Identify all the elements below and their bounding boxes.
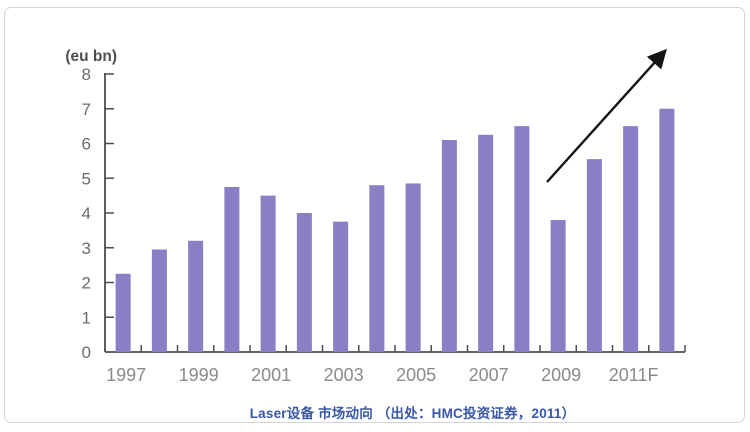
bar-2010 xyxy=(586,159,602,352)
x-axis-label-1997: 1997 xyxy=(106,365,146,385)
bar-2000 xyxy=(224,186,240,352)
x-axis-label-2001: 2001 xyxy=(251,365,291,385)
y-axis-tick-label: 1 xyxy=(82,308,91,327)
x-axis-label-2003: 2003 xyxy=(324,365,364,385)
bar-2005 xyxy=(405,183,421,352)
x-axis-label-2009: 2009 xyxy=(541,365,581,385)
bar-2009 xyxy=(550,219,566,352)
bar-2006 xyxy=(441,140,457,352)
x-axis-label-1999: 1999 xyxy=(179,365,219,385)
bar-2003 xyxy=(333,221,349,352)
y-axis-tick-label: 3 xyxy=(82,239,91,258)
y-axis-tick-label: 2 xyxy=(82,274,91,293)
y-axis-tick-label: 4 xyxy=(82,204,91,223)
bar-2001 xyxy=(260,195,276,352)
bar-2004 xyxy=(369,185,385,352)
bar-2007 xyxy=(478,134,494,352)
bar-2012F xyxy=(659,108,675,352)
bar-1998 xyxy=(151,249,167,352)
y-axis-unit-label: (eu bn) xyxy=(65,48,117,65)
chart-caption: Laser设备 市场动向 （出处：HMC投资证券，2011） xyxy=(249,406,576,421)
y-axis-tick-label: 5 xyxy=(82,169,91,188)
bar-1997 xyxy=(115,273,131,352)
y-axis-tick-label: 8 xyxy=(82,65,91,84)
bar-2011F xyxy=(623,126,639,352)
trend-arrow xyxy=(546,48,667,183)
x-axis-label-2005: 2005 xyxy=(396,365,436,385)
y-axis-tick-label: 7 xyxy=(82,100,91,119)
x-axis-label-2011F: 2011F xyxy=(609,365,659,385)
bar-2008 xyxy=(514,126,530,352)
bar-1999 xyxy=(188,240,204,352)
x-axis-label-2007: 2007 xyxy=(469,365,509,385)
y-axis-tick-label: 0 xyxy=(82,343,91,362)
bar-2002 xyxy=(296,213,312,352)
chart-plot: 0 1 2 3 4 5 6 7 8 1997 1999 2001 2003 2005 2007 2009 201… xyxy=(82,48,686,385)
y-axis-tick-label: 6 xyxy=(82,135,91,154)
